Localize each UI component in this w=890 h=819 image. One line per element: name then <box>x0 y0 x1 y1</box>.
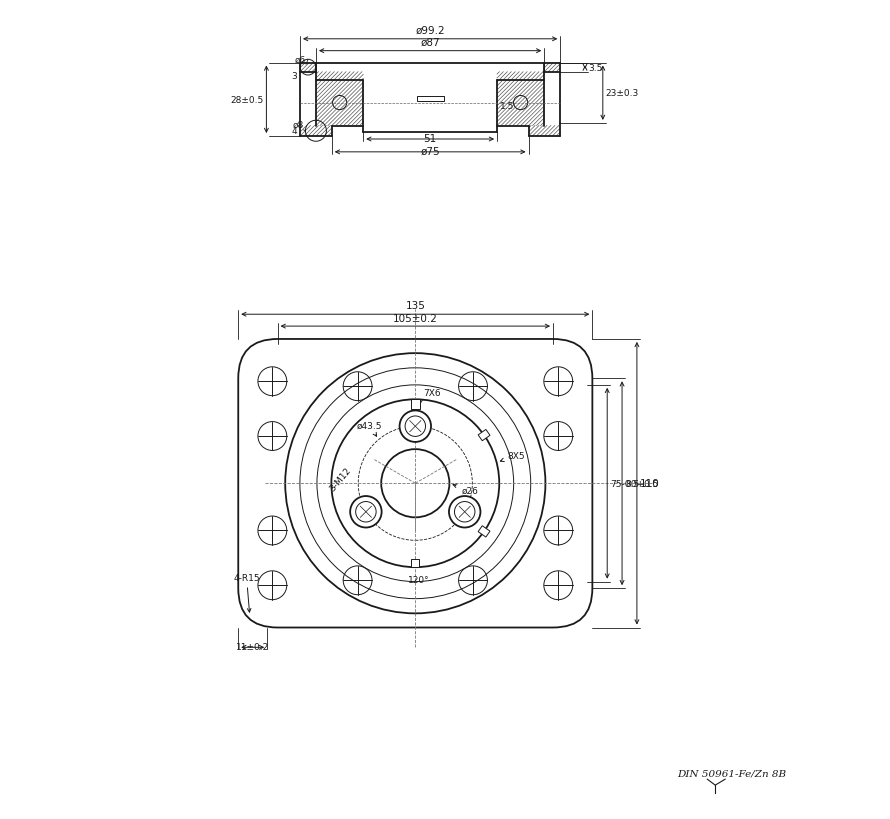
Bar <box>410 400 420 410</box>
Text: ø99.2: ø99.2 <box>416 26 445 36</box>
Text: 7X6: 7X6 <box>423 389 441 398</box>
Text: 105±0.2: 105±0.2 <box>392 314 438 324</box>
Text: 1.5: 1.5 <box>500 102 514 111</box>
Bar <box>478 526 490 537</box>
Text: 3-M12: 3-M12 <box>328 465 353 492</box>
Circle shape <box>350 496 382 528</box>
Text: 4-R15: 4-R15 <box>233 573 260 613</box>
Text: 110: 110 <box>640 478 659 489</box>
Bar <box>411 559 419 568</box>
Bar <box>478 430 490 441</box>
FancyBboxPatch shape <box>239 340 593 627</box>
Text: 28±0.5: 28±0.5 <box>231 96 263 105</box>
Text: ø87: ø87 <box>420 38 440 48</box>
Text: DIN 50961-Fe/Zn 8B: DIN 50961-Fe/Zn 8B <box>677 769 787 778</box>
Text: 120°: 120° <box>408 576 429 585</box>
Text: 3.5: 3.5 <box>588 64 603 73</box>
Circle shape <box>449 496 481 528</box>
Text: 23±0.3: 23±0.3 <box>606 89 639 98</box>
Circle shape <box>400 411 431 442</box>
Text: 3: 3 <box>291 72 297 81</box>
Text: 80+0.5: 80+0.5 <box>625 479 659 488</box>
Text: ø6: ø6 <box>295 55 306 64</box>
Text: 51: 51 <box>424 133 437 144</box>
Text: 11±0.2: 11±0.2 <box>236 642 270 651</box>
Text: 8X5: 8X5 <box>500 451 525 462</box>
Text: ø75: ø75 <box>420 147 440 156</box>
Text: ø43.5: ø43.5 <box>357 421 383 437</box>
Text: ø26: ø26 <box>453 485 478 495</box>
Bar <box>295 58 565 142</box>
Text: ø8: ø8 <box>292 120 303 129</box>
Text: 75-0.5: 75-0.5 <box>611 479 639 488</box>
Bar <box>417 97 443 102</box>
Text: 135: 135 <box>405 301 425 311</box>
Text: 4: 4 <box>291 127 297 136</box>
